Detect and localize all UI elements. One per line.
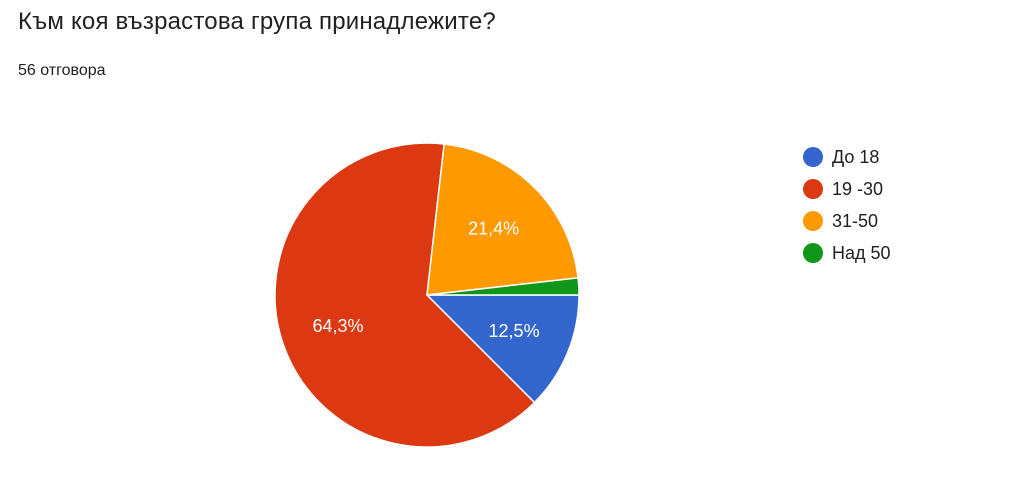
- pie-slice-label-2: 64,3%: [313, 316, 364, 336]
- question-title: Към коя възрастова група принадлежите?: [18, 8, 496, 35]
- pie-slice-2: [274, 142, 536, 448]
- legend-label: 19 -30: [832, 178, 884, 199]
- legend-item-2: 19 -30: [803, 173, 891, 205]
- legend-dot-icon: [803, 243, 823, 263]
- pie-slice-4: [426, 277, 580, 296]
- pie-slice-label-1: 12,5%: [489, 321, 540, 341]
- legend-item-1: До 18: [803, 141, 891, 173]
- legend-label: 31-50: [832, 210, 879, 231]
- legend-dot-icon: [803, 211, 823, 231]
- legend-label: До 18: [832, 146, 880, 167]
- legend-dot-icon: [803, 179, 823, 199]
- chart-legend: До 18 19 -30 31-50 Над 50: [803, 141, 891, 269]
- legend-item-4: Над 50: [803, 237, 891, 269]
- pie-slice-label-3: 21,4%: [468, 218, 519, 238]
- response-count: 56 отговора: [18, 62, 106, 79]
- pie-slice-1: [426, 294, 580, 404]
- legend-dot-icon: [803, 147, 823, 167]
- legend-label: Над 50: [832, 242, 891, 263]
- pie-slice-3: [426, 143, 579, 296]
- legend-item-3: 31-50: [803, 205, 891, 237]
